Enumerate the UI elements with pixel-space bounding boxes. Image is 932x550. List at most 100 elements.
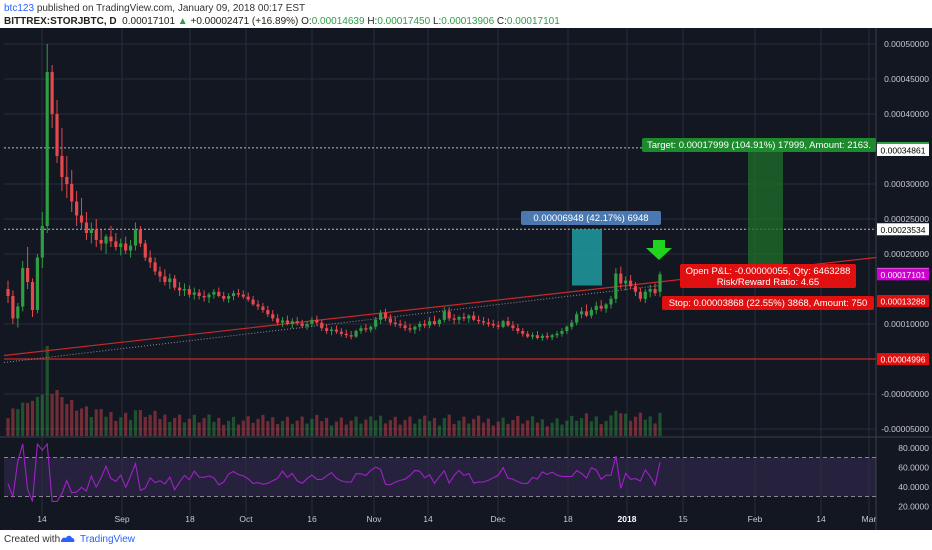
volume-bar [30, 400, 35, 436]
candle-body [334, 329, 339, 332]
volume-bar [339, 417, 343, 436]
price-label-box [877, 143, 929, 156]
candle-body [266, 310, 270, 315]
candle-body [89, 229, 93, 233]
volume-bar [124, 412, 128, 436]
volume-bar [393, 416, 397, 436]
volume-bar [246, 416, 250, 436]
candle-body [516, 328, 520, 331]
open-label: O: [301, 16, 312, 27]
volume-bar [21, 402, 25, 436]
volume-bar [486, 418, 491, 436]
tradingview-brand[interactable]: TradingView [80, 534, 136, 545]
author-link[interactable]: btc123 [4, 3, 35, 14]
volume-bar [609, 415, 613, 436]
low-label: L: [432, 16, 442, 27]
candle-body [619, 273, 623, 284]
volume-bar [6, 418, 10, 436]
volume-bar [256, 418, 260, 436]
candle-body [432, 321, 437, 324]
candle-body [594, 305, 598, 310]
ohlc-line: BITTREX:STORJBTC, D 0.00017101 ▲ +0.0000… [4, 16, 560, 27]
candle-body [589, 310, 593, 316]
volume-bar [516, 415, 520, 436]
volume-bar [276, 424, 280, 436]
volume-bar [197, 422, 201, 436]
volume-bar [329, 425, 334, 436]
candle-body [271, 314, 275, 319]
tradingview-logo-icon [61, 535, 75, 542]
volume-bar [349, 420, 353, 436]
target-label: Target: 0.00017999 (104.91%) 17999, Amou… [647, 140, 871, 151]
volume-bar [114, 420, 118, 436]
candle-body [65, 177, 69, 184]
volume-bar [423, 415, 427, 436]
candle-body [300, 323, 304, 327]
rsi-tick-label: 80.0000 [898, 443, 929, 453]
volume-bar [40, 394, 44, 436]
volume-bar [128, 419, 133, 436]
volume-bar [182, 422, 187, 436]
candle-body [138, 229, 142, 244]
candle-body [212, 291, 216, 295]
volume-bar [266, 421, 270, 436]
candle-body [285, 320, 290, 324]
candle-body [168, 278, 172, 282]
chart-area[interactable]: 0.00006948 (42.17%) 6948 Target: 0.000179… [0, 28, 932, 530]
high-value: 0.00017450 [377, 16, 431, 27]
x-tick-label: 14 [423, 514, 433, 524]
publish-line: btc123 published on TradingView.com, Jan… [4, 3, 305, 14]
candle-body [153, 262, 157, 272]
y-tick-label: 0.00025000 [884, 214, 929, 224]
x-tick-label: 14 [37, 514, 47, 524]
candle-body [565, 326, 569, 331]
candle-body [477, 319, 481, 322]
candle-body [359, 328, 363, 331]
volume-bar [334, 421, 339, 436]
volume-bar [207, 414, 211, 436]
candle-body [79, 215, 84, 223]
candle-body [428, 321, 432, 326]
volume-bar [594, 416, 598, 436]
volume-bar [320, 421, 324, 436]
pnl-label: Open P&L: -0.00000055, Qty: 6463288 [686, 266, 851, 277]
volume-bar [50, 394, 54, 436]
volume-bar [158, 418, 162, 436]
rsi-line [7, 442, 661, 502]
candle-body [423, 324, 427, 326]
candle-body [599, 305, 603, 309]
candle-body [530, 335, 535, 337]
volume-bar [280, 420, 285, 436]
y-tick-label: 0.00030000 [884, 179, 929, 189]
volume-bar [35, 396, 40, 436]
volume-bar [359, 423, 363, 436]
volume-bar [45, 346, 49, 436]
candle-body [280, 320, 285, 323]
volume-bar [467, 423, 471, 436]
candle-body [442, 311, 446, 320]
candle-body [11, 296, 15, 319]
candle-body [535, 335, 540, 338]
candle-body [109, 236, 113, 242]
target-label-box [642, 138, 876, 152]
price-label-box [877, 268, 929, 281]
candle-body [50, 72, 54, 114]
candle-body [413, 326, 417, 330]
candle-body [511, 325, 515, 329]
volume-bar [231, 416, 236, 436]
candle-body [6, 289, 10, 296]
y-tick-label: -0.00000000 [881, 389, 929, 399]
candle-body [393, 322, 397, 324]
created-with-label: Created with [4, 534, 61, 545]
candle-body [60, 156, 64, 177]
candle-body [447, 311, 451, 319]
volume-bar [55, 390, 59, 436]
volume-bar [521, 423, 525, 436]
price-chart[interactable]: 0.00006948 (42.17%) 6948 Target: 0.000179… [0, 28, 932, 530]
candle-body [388, 318, 392, 323]
volume-bar [565, 420, 569, 436]
x-tick-label: 18 [185, 514, 195, 524]
candle-body [545, 335, 549, 338]
candle-body [624, 280, 628, 284]
candle-body [177, 287, 182, 291]
